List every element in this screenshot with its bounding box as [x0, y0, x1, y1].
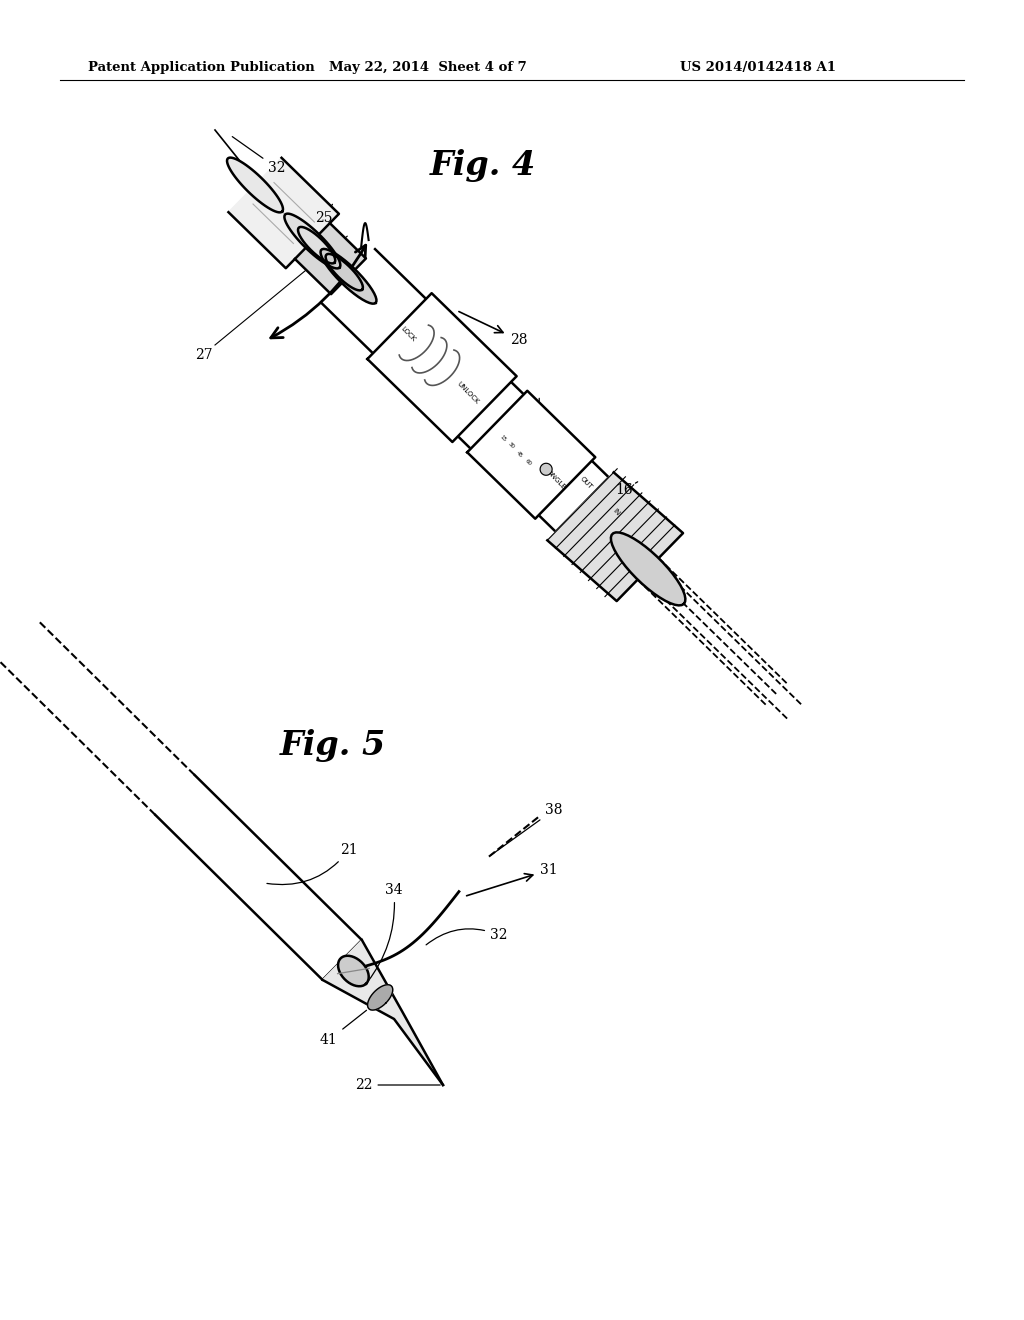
Polygon shape [285, 214, 340, 268]
Polygon shape [540, 463, 552, 475]
Text: 34: 34 [368, 883, 402, 982]
Polygon shape [156, 775, 361, 979]
Text: 31: 31 [467, 863, 558, 896]
Polygon shape [368, 293, 517, 442]
Polygon shape [611, 532, 685, 606]
Text: 25: 25 [315, 205, 333, 224]
Text: 28: 28 [459, 312, 527, 347]
Text: 27: 27 [195, 348, 213, 362]
Text: 22: 22 [355, 1078, 440, 1092]
Polygon shape [321, 249, 377, 304]
Text: 60: 60 [523, 458, 532, 467]
Text: LOCK: LOCK [399, 326, 417, 343]
Text: Fig. 4: Fig. 4 [430, 149, 537, 181]
Polygon shape [547, 473, 683, 601]
Text: 17: 17 [530, 399, 548, 425]
Text: Patent Application Publication: Patent Application Publication [88, 62, 314, 74]
Polygon shape [227, 157, 283, 213]
Text: 30: 30 [507, 442, 515, 450]
Polygon shape [338, 956, 369, 986]
Text: ANGLE: ANGLE [547, 469, 567, 490]
Text: 32: 32 [232, 136, 286, 176]
Text: May 22, 2014  Sheet 4 of 7: May 22, 2014 Sheet 4 of 7 [329, 62, 527, 74]
Text: OUT: OUT [579, 477, 594, 491]
Polygon shape [295, 223, 366, 294]
Polygon shape [467, 391, 595, 519]
Polygon shape [368, 985, 393, 1010]
Text: 45: 45 [515, 450, 523, 458]
Text: US 2014/0142418 A1: US 2014/0142418 A1 [680, 62, 836, 74]
Text: 16: 16 [615, 482, 638, 498]
Text: Fig. 5: Fig. 5 [280, 729, 386, 762]
Text: 38: 38 [492, 803, 562, 855]
Polygon shape [323, 940, 443, 1085]
Polygon shape [228, 158, 339, 268]
Text: IN: IN [611, 508, 621, 517]
Polygon shape [322, 249, 609, 532]
Text: UNLOCK: UNLOCK [456, 380, 479, 405]
Text: 32: 32 [426, 928, 508, 945]
Text: 21: 21 [267, 843, 357, 884]
Text: 15: 15 [499, 434, 507, 442]
Text: 41: 41 [319, 1010, 367, 1047]
